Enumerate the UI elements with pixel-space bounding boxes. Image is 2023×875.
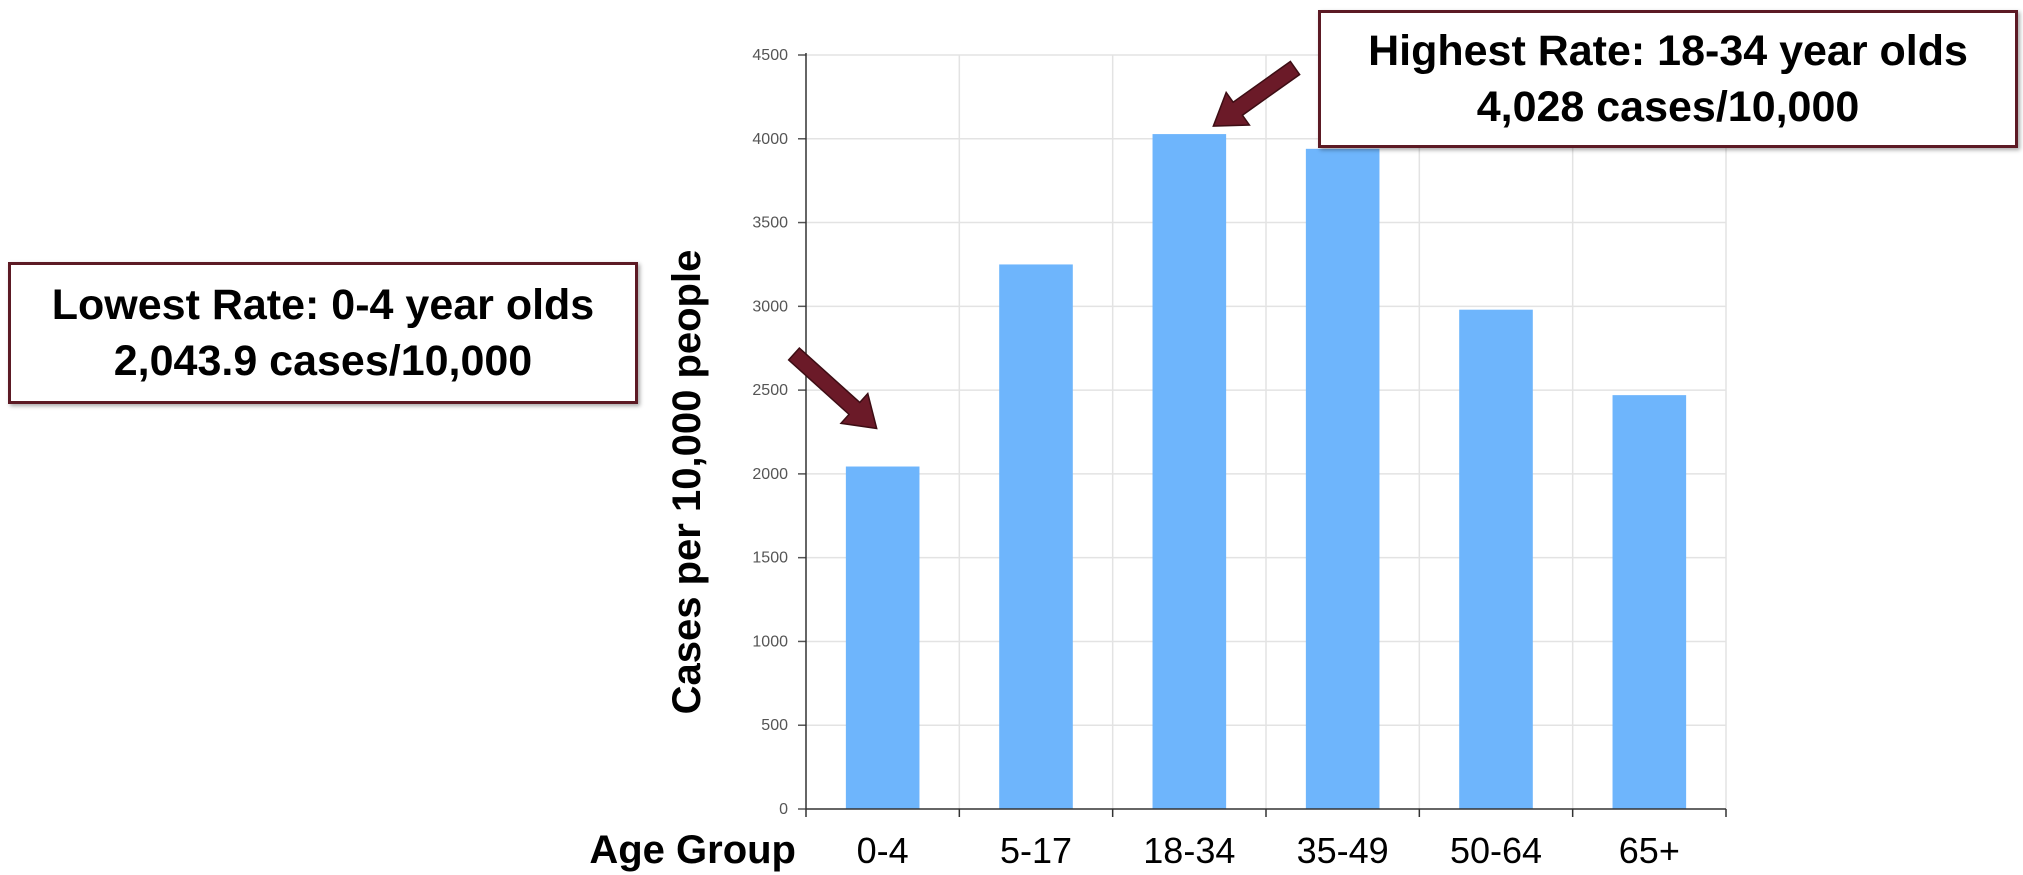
bar-35-49 xyxy=(1305,148,1380,809)
annotation-arrows xyxy=(787,60,1301,430)
axes xyxy=(798,53,1727,817)
x-axis-label: Age Group xyxy=(589,828,796,872)
highest-rate-arrow xyxy=(1212,60,1301,127)
bar-65+ xyxy=(1612,395,1687,809)
x-tick-label: 35-49 xyxy=(1297,830,1389,871)
highest-rate-title: Highest Rate: 18-34 year olds xyxy=(1368,27,1968,75)
x-tick-label: 5-17 xyxy=(1000,830,1072,871)
tick-labels: 0 500 1000 1500 2000 2500 3000 3500 4000 4500 0-4 5… xyxy=(752,47,1679,871)
lowest-rate-arrow xyxy=(787,346,878,430)
y-tick-label: 2000 xyxy=(752,466,788,483)
y-axis-label: Cases per 10,000 people xyxy=(665,250,709,715)
bar-50-64 xyxy=(1459,309,1533,809)
y-tick-label: 1500 xyxy=(752,550,788,567)
x-tick-label: 65+ xyxy=(1619,830,1680,871)
y-tick-label: 3500 xyxy=(752,215,788,232)
highest-rate-callout: Highest Rate: 18-34 year olds 4,028 case… xyxy=(1318,10,2018,148)
y-tick-label: 500 xyxy=(761,717,788,734)
lowest-rate-value: 2,043.9 cases/10,000 xyxy=(113,337,533,385)
y-tick-label: 0 xyxy=(779,801,788,818)
lowest-rate-callout: Lowest Rate: 0-4 year olds 2,043.9 cases… xyxy=(8,262,638,404)
highest-rate-value: 4,028 cases/10,000 xyxy=(1476,83,1860,131)
y-tick-label: 1000 xyxy=(752,633,788,650)
x-tick-label: 0-4 xyxy=(857,830,909,871)
lowest-rate-title: Lowest Rate: 0-4 year olds xyxy=(51,281,595,329)
grid-lines xyxy=(806,54,1727,809)
y-tick-label: 2500 xyxy=(752,382,788,399)
bar-0-4 xyxy=(845,466,920,809)
x-tick-label: 18-34 xyxy=(1143,830,1235,871)
y-tick-label: 4000 xyxy=(752,131,788,148)
y-tick-label: 3000 xyxy=(752,298,788,315)
bar-5-17 xyxy=(999,264,1073,809)
y-tick-label: 4500 xyxy=(752,47,788,64)
x-tick-label: 50-64 xyxy=(1450,830,1542,871)
bars xyxy=(845,134,1687,809)
bar-18-34 xyxy=(1152,134,1227,809)
